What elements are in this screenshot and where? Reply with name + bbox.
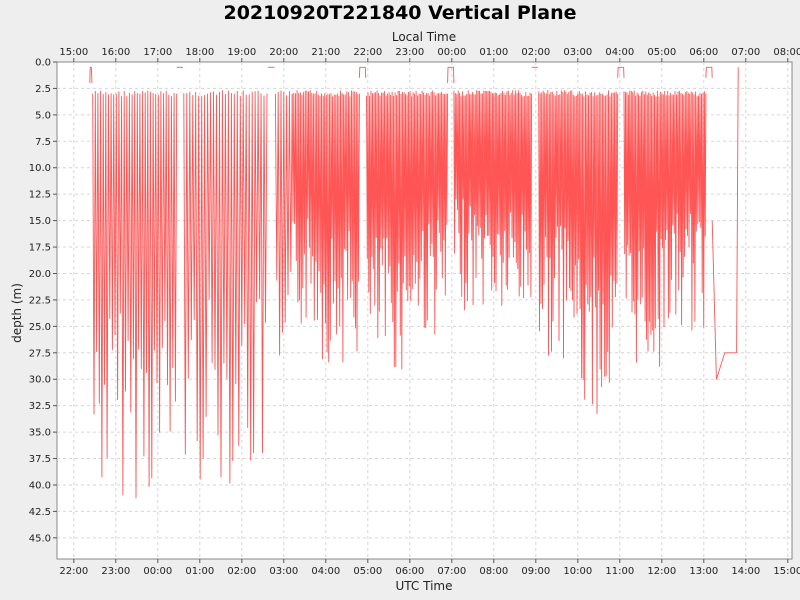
y-tick-label: 45.0 <box>29 533 51 544</box>
depth-line-segment <box>577 90 619 415</box>
y-tick-label: 10.0 <box>29 163 51 174</box>
top-axis-title: Local Time <box>392 30 456 44</box>
x-tick-label: 11:00 <box>605 566 634 577</box>
y-tick-label: 15.0 <box>29 216 51 227</box>
depth-line-segment <box>321 90 360 363</box>
depth-line-segment <box>183 90 268 484</box>
y-tick-label: 37.5 <box>29 454 51 465</box>
x2-tick-label: 16:00 <box>101 47 130 58</box>
x-tick-label: 10:00 <box>563 566 592 577</box>
x2-tick-label: 18:00 <box>185 47 214 58</box>
depth-line-segment <box>623 90 663 367</box>
chart-title: 20210920T221840 Vertical Plane <box>223 2 576 24</box>
depth-line-segment <box>92 90 178 499</box>
x-tick-label: 07:00 <box>437 566 466 577</box>
depth-line-segment <box>736 67 739 353</box>
y-tick-label: 27.5 <box>29 348 51 359</box>
x2-tick-label: 22:00 <box>353 47 382 58</box>
x-tick-label: 22:00 <box>59 566 88 577</box>
y-tick-label: 30.0 <box>29 375 51 386</box>
x2-tick-label: 08:00 <box>773 47 800 58</box>
x2-tick-label: 19:00 <box>227 47 256 58</box>
x-tick-label: 09:00 <box>521 566 550 577</box>
depth-line-segment <box>711 220 717 380</box>
y-tick-label: 17.5 <box>29 243 51 254</box>
x2-tick-label: 04:00 <box>605 47 634 58</box>
y-tick-label: 5.0 <box>35 110 51 121</box>
x-tick-label: 00:00 <box>143 566 172 577</box>
x2-tick-label: 00:00 <box>437 47 466 58</box>
x2-tick-label: 20:00 <box>269 47 298 58</box>
depth-line-segment <box>453 90 495 311</box>
axis-ticks <box>53 58 789 563</box>
x2-tick-label: 17:00 <box>143 47 172 58</box>
y-tick-label: 40.0 <box>29 480 51 491</box>
y-axis-title: depth (m) <box>10 283 24 343</box>
x-tick-label: 14:00 <box>731 566 760 577</box>
x-tick-label: 06:00 <box>395 566 424 577</box>
x-tick-label: 12:00 <box>647 566 676 577</box>
y-tick-label: 22.5 <box>29 295 51 306</box>
depth-line-segment <box>661 90 707 331</box>
x-tick-label: 02:00 <box>227 566 256 577</box>
depth-line-segment <box>366 90 407 370</box>
x2-tick-label: 15:00 <box>59 47 88 58</box>
x-axis-title: UTC Time <box>396 579 453 593</box>
depth-line-segment <box>274 90 293 356</box>
x-tick-label: 08:00 <box>479 566 508 577</box>
x2-tick-label: 05:00 <box>647 47 676 58</box>
depth-line-segment <box>715 352 737 380</box>
depth-line-segment <box>358 66 367 78</box>
depth-line-segment <box>493 90 533 306</box>
depth-line-segment <box>538 90 579 359</box>
x2-tick-label: 21:00 <box>311 47 340 58</box>
depth-line-segment <box>405 90 449 335</box>
y-tick-label: 0.0 <box>35 58 51 69</box>
depth-line-segment <box>89 66 93 84</box>
x-tick-label: 15:00 <box>773 566 800 577</box>
depth-series <box>89 66 739 499</box>
x-tick-label: 03:00 <box>269 566 298 577</box>
y-tick-label: 20.0 <box>29 269 51 280</box>
y-tick-label: 32.5 <box>29 401 51 412</box>
y-tick-label: 7.5 <box>35 137 51 148</box>
depth-line-segment <box>447 66 455 84</box>
y-tick-label: 35.0 <box>29 428 51 439</box>
x-tick-label: 13:00 <box>689 566 718 577</box>
x-tick-label: 05:00 <box>353 566 382 577</box>
x2-tick-label: 06:00 <box>689 47 718 58</box>
x-tick-label: 01:00 <box>185 566 214 577</box>
x2-tick-label: 02:00 <box>521 47 550 58</box>
x2-tick-label: 01:00 <box>479 47 508 58</box>
depth-line-segment <box>291 90 323 324</box>
x2-tick-label: 07:00 <box>731 47 760 58</box>
x2-tick-label: 03:00 <box>563 47 592 58</box>
y-tick-label: 12.5 <box>29 190 51 201</box>
y-tick-label: 25.0 <box>29 322 51 333</box>
depth-line-segment <box>617 66 625 78</box>
y-tick-label: 42.5 <box>29 507 51 518</box>
depth-line-segment <box>705 66 713 78</box>
y-tick-label: 2.5 <box>35 84 51 95</box>
x-tick-label: 23:00 <box>101 566 130 577</box>
tick-labels: 0.0 2.5 5.0 7.5 10.0 12.5 15.0 17.5 20.0 22.5 25.0… <box>29 47 800 577</box>
x-tick-label: 04:00 <box>311 566 340 577</box>
x2-tick-label: 23:00 <box>395 47 424 58</box>
